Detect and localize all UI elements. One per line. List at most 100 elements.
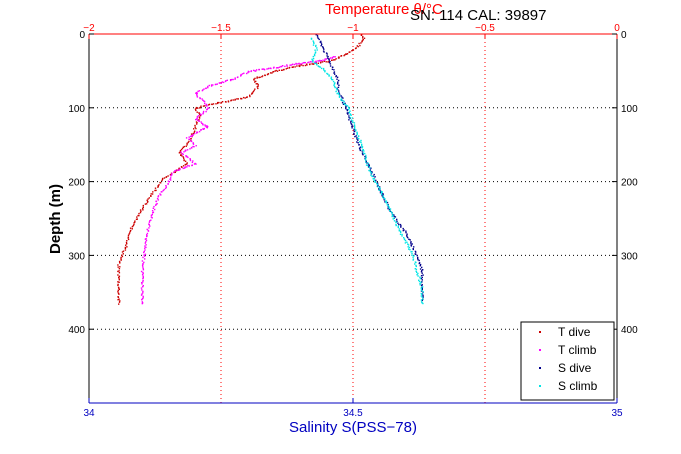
data-point	[195, 109, 197, 112]
data-point	[224, 101, 227, 103]
data-point	[346, 105, 349, 107]
data-point	[337, 81, 339, 83]
data-point	[191, 164, 193, 166]
data-point	[368, 164, 370, 166]
data-point	[190, 133, 193, 135]
data-point	[217, 101, 219, 104]
data-point	[142, 271, 144, 274]
data-point	[372, 175, 374, 178]
data-point	[180, 148, 183, 151]
data-point	[182, 146, 184, 148]
data-point	[415, 264, 417, 267]
data-point	[357, 139, 359, 141]
data-point	[127, 236, 130, 238]
data-point	[419, 263, 422, 266]
data-point	[302, 64, 304, 67]
data-point	[241, 73, 244, 75]
data-point	[205, 103, 208, 106]
data-point	[154, 189, 156, 192]
data-point	[345, 104, 347, 106]
data-point	[197, 90, 199, 93]
salinity-axis-title: Salinity S(PSS−78)	[289, 419, 417, 436]
data-point	[247, 71, 249, 74]
data-point	[143, 254, 145, 256]
data-point	[194, 130, 196, 132]
data-point	[207, 85, 209, 88]
data-point	[410, 251, 412, 253]
data-point	[122, 250, 125, 252]
data-point	[374, 181, 376, 183]
data-point	[140, 210, 142, 212]
data-point	[333, 71, 336, 73]
data-point	[412, 259, 414, 261]
data-point	[193, 132, 196, 135]
data-point	[190, 135, 192, 137]
data-point	[272, 71, 274, 73]
data-point	[337, 57, 340, 59]
data-point	[393, 217, 395, 219]
data-point	[182, 165, 185, 167]
data-point	[312, 57, 315, 60]
data-point	[413, 255, 415, 257]
data-point	[371, 171, 373, 173]
data-point	[382, 196, 384, 199]
data-point	[204, 124, 206, 126]
data-point	[359, 44, 361, 47]
data-point	[387, 203, 389, 206]
data-point	[255, 69, 258, 71]
data-point	[321, 61, 324, 63]
data-point	[155, 204, 157, 206]
data-point	[315, 45, 317, 48]
data-point	[186, 163, 188, 165]
data-point	[198, 114, 200, 117]
data-point	[275, 69, 277, 72]
data-point	[236, 76, 239, 79]
data-point	[346, 109, 348, 111]
data-point	[117, 283, 119, 286]
data-point	[320, 45, 322, 47]
series-t-dive	[117, 34, 366, 305]
data-point	[140, 294, 143, 296]
data-point	[118, 293, 120, 295]
data-point	[150, 195, 152, 197]
data-point	[421, 272, 423, 274]
data-point	[367, 166, 370, 168]
temperature-tick-label: −1	[347, 23, 359, 34]
data-point	[183, 159, 185, 162]
data-point	[314, 49, 316, 51]
data-point	[353, 128, 355, 130]
data-point	[199, 115, 202, 117]
data-point	[345, 105, 347, 107]
data-point	[418, 259, 420, 262]
data-point	[360, 139, 362, 142]
data-point	[117, 266, 119, 268]
data-point	[144, 253, 147, 255]
data-point	[254, 81, 256, 83]
data-point	[353, 122, 356, 124]
data-point	[351, 127, 353, 129]
data-point	[406, 235, 408, 238]
data-point	[185, 155, 187, 158]
data-point	[261, 76, 263, 78]
data-point	[313, 42, 315, 45]
data-point	[118, 279, 120, 281]
data-point	[195, 107, 197, 109]
data-point	[190, 140, 192, 142]
data-point	[396, 218, 398, 221]
data-point	[313, 41, 315, 43]
data-point	[380, 190, 383, 193]
data-point	[198, 119, 200, 121]
data-point	[307, 61, 309, 64]
data-point	[142, 281, 144, 283]
data-point	[363, 37, 366, 39]
data-point	[292, 63, 294, 66]
data-point	[185, 155, 187, 157]
data-point	[186, 166, 188, 168]
data-point	[277, 67, 279, 69]
data-point	[131, 226, 134, 228]
data-point	[198, 120, 200, 122]
data-point	[334, 82, 336, 84]
legend-marker	[539, 385, 541, 387]
data-point	[400, 231, 402, 233]
